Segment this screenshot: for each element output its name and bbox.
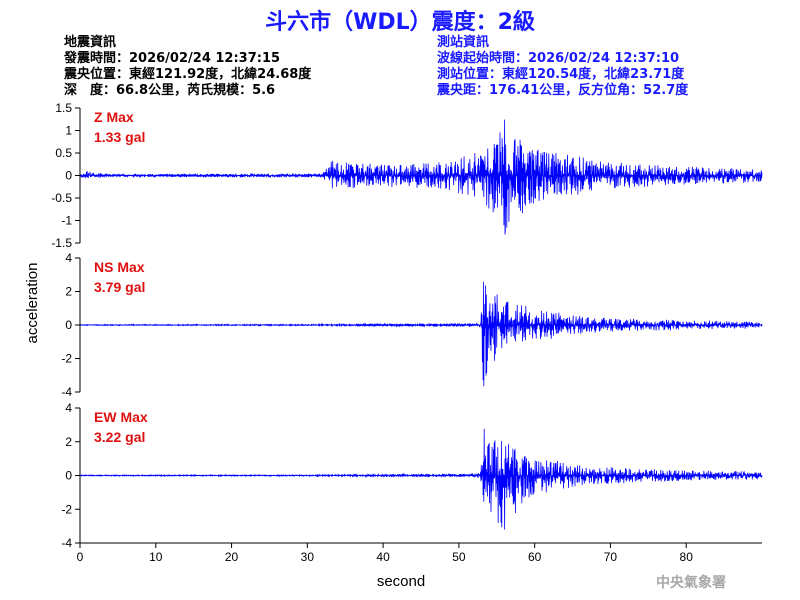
max-value-z: 1.33 gal (94, 129, 145, 145)
panel-ns: 4 2 0 -2 -4 NS Max 3.79 gal (61, 251, 763, 399)
max-value-ns: 3.79 gal (94, 279, 145, 295)
x-tick-label: 40 (376, 550, 390, 564)
y-tick-label: -1 (61, 214, 72, 228)
y-tick-label: -2 (61, 352, 72, 366)
y-axis-label: acceleration (24, 263, 41, 344)
max-label-z: Z Max (94, 109, 134, 125)
y-tick-label: -1.5 (51, 236, 72, 250)
depth-magnitude: 深 度：66.8公里，芮氏規模：5.6 (64, 83, 276, 98)
x-tick-label: 30 (301, 550, 315, 564)
x-tick-label: 70 (604, 550, 618, 564)
origin-time: 發震時間：2026/02/24 12:37:15 (64, 51, 281, 66)
y-tick-label: -2 (61, 502, 72, 516)
epicenter-location: 震央位置：東經121.92度，北緯24.68度 (64, 67, 312, 82)
panel-ew: 4 2 0 -2 -4 EW Max 3.22 gal (61, 401, 763, 550)
waveform-trace-ew (79, 428, 763, 530)
y-tick-label: 2 (65, 285, 72, 299)
x-tick-label: 10 (149, 550, 163, 564)
y-tick-label: -0.5 (51, 191, 72, 205)
y-tick-label: 0 (65, 318, 72, 332)
y-tick-label: -4 (61, 536, 72, 550)
waveform-trace-z (79, 119, 763, 235)
x-tick-label: 60 (528, 550, 542, 564)
x-tick-label: 0 (77, 550, 84, 564)
max-value-ew: 3.22 gal (94, 429, 145, 445)
y-tick-label: 0 (65, 169, 72, 183)
wave-start-time: 波線起始時間：2026/02/24 12:37:10 (437, 51, 680, 66)
station-info-block: 測站資訊 波線起始時間：2026/02/24 12:37:10 測站位置：東經1… (437, 35, 688, 99)
y-tick-label: 0.5 (55, 146, 72, 160)
panel-z: 1.5 1 0.5 0 -0.5 -1 -1.5 Z Max 1.33 gal (51, 101, 763, 250)
y-tick-label: 2 (65, 435, 72, 449)
event-info-block: 地震資訊 發震時間：2026/02/24 12:37:15 震央位置：東經121… (64, 35, 311, 99)
x-tick-label: 80 (680, 550, 694, 564)
event-info-heading: 地震資訊 (64, 35, 117, 50)
y-tick-label: 4 (65, 401, 72, 415)
y-tick-label: 1.5 (55, 101, 72, 115)
epicentral-distance-azimuth: 震央距：176.41公里，反方位角：52.7度 (437, 83, 689, 98)
page-title: 斗六市（WDL）震度：2級 (265, 10, 535, 35)
station-location: 測站位置：東經120.54度，北緯23.71度 (437, 67, 685, 82)
max-label-ns: NS Max (94, 259, 145, 275)
agency-credit: 中央氣象署 (656, 575, 726, 591)
x-axis-label: second (377, 573, 425, 590)
x-tick-label: 20 (225, 550, 239, 564)
y-tick-label: 1 (65, 124, 72, 138)
max-label-ew: EW Max (94, 409, 148, 425)
y-tick-label: 0 (65, 469, 72, 483)
waveform-trace-ns (79, 281, 763, 387)
x-tick-label: 50 (452, 550, 466, 564)
y-tick-label: -4 (61, 385, 72, 399)
station-info-heading: 測站資訊 (437, 35, 490, 50)
y-tick-label: 4 (65, 251, 72, 265)
